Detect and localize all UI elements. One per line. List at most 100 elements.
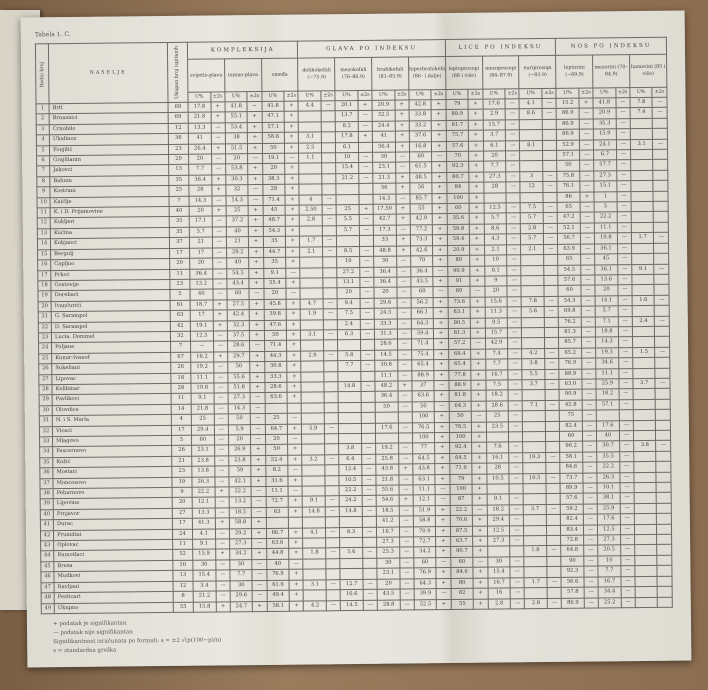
significance-cell: —	[250, 403, 265, 414]
significance-cell: —	[615, 97, 631, 109]
percent-cell	[521, 327, 545, 339]
significance-cell	[545, 420, 560, 432]
row-number: 38	[40, 488, 54, 500]
percent-cell: 35.6	[447, 213, 470, 225]
percent-cell	[522, 389, 546, 401]
significance-cell: —	[396, 287, 411, 298]
row-number: 26	[38, 363, 52, 375]
percent-cell: 10	[597, 555, 621, 567]
significance-cell	[653, 190, 669, 202]
percent-cell: 13.8	[191, 466, 215, 477]
percent-cell: 64.3	[413, 578, 437, 589]
header-subgroup: leptoprosopi (88 i više)	[445, 56, 483, 90]
header-subgroup: mezokefali (76–80.9)	[334, 57, 373, 91]
header-subgroup: mezorini (70–84.9)	[592, 54, 630, 89]
percent-cell: 76.9	[559, 358, 582, 369]
significance-cell: —	[361, 485, 377, 496]
significance-cell: +	[284, 121, 299, 133]
significance-cell	[545, 389, 560, 401]
percent-cell: 27.3	[593, 170, 617, 182]
percent-cell: 10.8	[594, 233, 618, 244]
significance-cell	[324, 433, 339, 445]
percent-cell: 41.8	[224, 101, 248, 113]
percent-cell: 2.5	[298, 142, 322, 154]
significance-cell: —	[213, 341, 228, 352]
percent-cell: 4.1	[519, 98, 543, 110]
percent-cell	[596, 409, 620, 421]
percent-cell	[302, 475, 326, 487]
significance-cell: —	[249, 288, 264, 300]
significance-cell: —	[543, 233, 558, 245]
significance-cell: —	[619, 493, 635, 504]
percent-cell: 1.7	[631, 232, 654, 244]
header-no: Redni broj	[35, 43, 50, 104]
percent-cell: 21.8	[376, 474, 399, 486]
percent-cell: 16.7	[485, 369, 509, 381]
significance-cell: +	[434, 422, 450, 433]
percent-cell: 20	[189, 206, 212, 217]
percent-cell: 52.1	[557, 223, 581, 234]
percent-cell: 76.5	[449, 421, 472, 433]
significance-cell: —	[617, 243, 632, 254]
percent-cell: 1.7	[299, 236, 323, 247]
sample-count: 40	[168, 206, 190, 217]
significance-cell	[657, 555, 672, 566]
percent-cell: 12.7	[340, 579, 363, 590]
percent-cell: 17.6	[375, 422, 399, 434]
percent-cell: 53.8	[225, 164, 249, 175]
significance-cell: —	[508, 421, 523, 432]
significance-cell: +	[471, 432, 487, 443]
percent-cell: 5.6	[521, 306, 545, 318]
percent-cell: 1.6	[631, 295, 655, 306]
percent-cell: 8.1	[519, 140, 543, 151]
significance-cell: +	[468, 109, 483, 121]
significance-cell: —	[213, 362, 228, 373]
significance-cell: +	[472, 484, 487, 495]
significance-cell: —	[617, 274, 632, 286]
significance-cell: +	[398, 495, 414, 506]
significance-cell: —	[544, 368, 560, 380]
significance-cell: —	[508, 452, 524, 464]
header-subgroup: dolihokefali (−75.9)	[298, 57, 336, 92]
percent-cell: 24.4	[372, 120, 395, 132]
significance-cell: —	[434, 401, 450, 412]
significance-cell: +	[431, 99, 446, 111]
significance-cell	[654, 305, 670, 316]
significance-cell: —	[620, 565, 635, 577]
percent-cell: 100	[449, 484, 473, 495]
percent-cell: 24.2	[339, 495, 363, 507]
significance-cell: —	[213, 372, 228, 383]
percent-cell: 17	[190, 310, 213, 321]
sample-count: 63	[170, 310, 191, 321]
significance-cell	[323, 319, 338, 330]
percent-cell	[524, 535, 547, 547]
significance-cell: +	[473, 546, 488, 558]
percent-cell: 15.1	[593, 181, 617, 192]
percent-cell: 20	[188, 154, 212, 165]
significance-cell: —	[582, 451, 597, 463]
percent-cell: 8.2	[335, 121, 359, 132]
significance-cell: +	[247, 122, 262, 133]
percent-cell: 60	[450, 557, 474, 568]
sample-count: 7	[168, 195, 190, 207]
percent-cell	[632, 326, 655, 337]
percent-cell: 9.5	[484, 317, 508, 329]
significance-cell: —	[399, 568, 414, 579]
significance-cell: —	[581, 337, 596, 348]
percent-cell: 21.2	[336, 173, 359, 184]
significance-cell: —	[546, 504, 561, 515]
percent-cell: 44.8	[266, 548, 290, 560]
percent-cell: 3.4	[193, 580, 216, 592]
significance-cell	[652, 118, 668, 129]
significance-cell: +	[432, 203, 448, 215]
header-significance: ±2s	[615, 87, 630, 98]
significance-cell: —	[359, 298, 375, 309]
significance-cell: —	[325, 496, 340, 507]
significance-cell: —	[617, 295, 633, 306]
significance-cell: —	[326, 600, 341, 611]
percent-cell: 59.4	[411, 328, 434, 340]
percent-cell: 58.1	[559, 451, 583, 463]
significance-cell	[653, 201, 669, 212]
significance-cell: +	[431, 130, 447, 142]
percent-cell: 14.8	[302, 506, 326, 518]
